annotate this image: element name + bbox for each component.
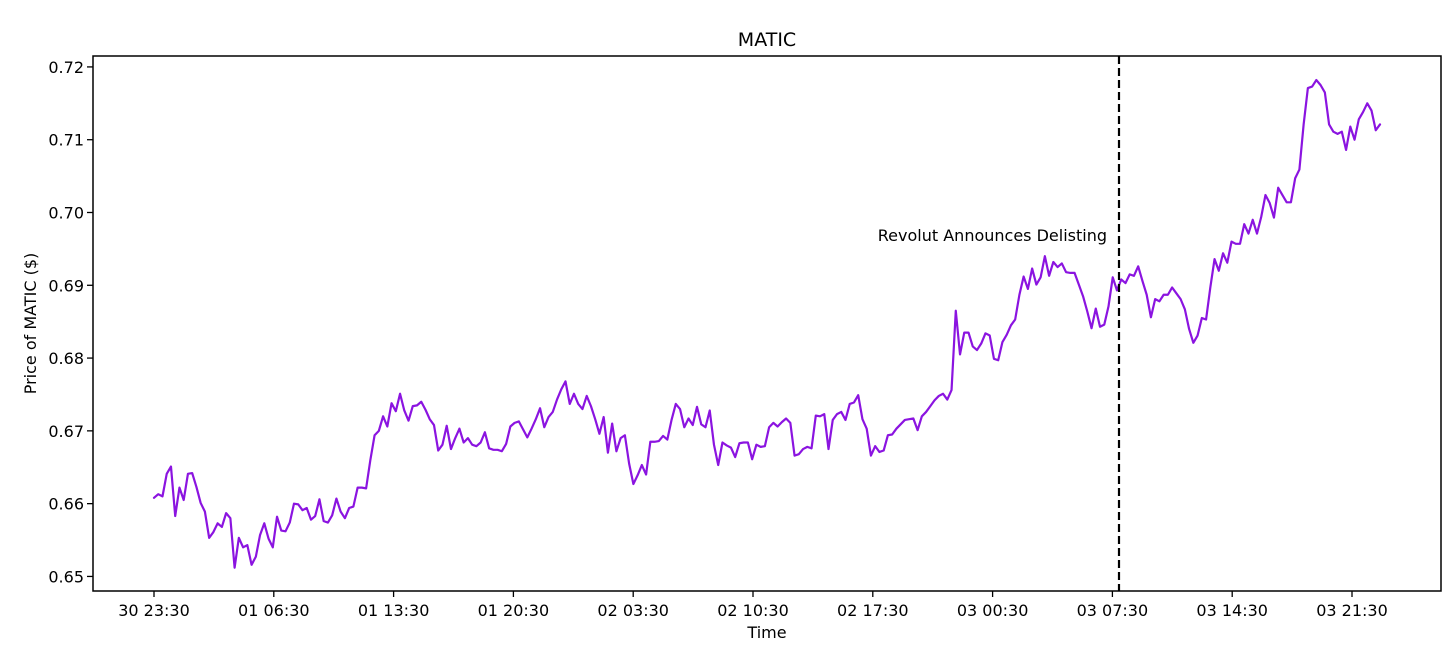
x-tick-label: 02 10:30 — [717, 601, 789, 620]
y-tick-label: 0.72 — [48, 58, 84, 77]
price-series-line — [152, 78, 1382, 569]
y-tick-label: 0.67 — [48, 422, 84, 441]
y-axis-title: Price of MATIC ($) — [21, 253, 40, 395]
y-tick-label: 0.68 — [48, 349, 84, 368]
x-tick-label: 01 06:30 — [238, 601, 310, 620]
x-tick-label: 03 21:30 — [1316, 601, 1388, 620]
x-tick-label: 01 13:30 — [358, 601, 430, 620]
x-axis-title: Time — [746, 623, 786, 642]
x-tick-label: 03 00:30 — [957, 601, 1029, 620]
y-tick-label: 0.71 — [48, 131, 84, 150]
plot-area-frame — [92, 55, 1442, 592]
y-tick-label: 0.70 — [48, 203, 84, 222]
y-axis-ticks: 0.65 0.66 0.67 0.68 0.69 0.70 0.71 0.72 — [48, 58, 93, 586]
x-tick-label: 03 07:30 — [1077, 601, 1149, 620]
y-tick-label: 0.69 — [48, 276, 84, 295]
x-axis-ticks: 30 23:30 01 06:30 01 13:30 01 20:30 02 03:30… — [118, 591, 1388, 620]
x-tick-label: 30 23:30 — [118, 601, 190, 620]
delisting-annotation: Revolut Announces Delisting — [878, 226, 1107, 245]
x-tick-label: 02 03:30 — [597, 601, 669, 620]
x-tick-label: 03 14:30 — [1196, 601, 1268, 620]
y-tick-label: 0.65 — [48, 567, 84, 586]
x-tick-label: 02 17:30 — [837, 601, 909, 620]
x-tick-label: 01 20:30 — [478, 601, 550, 620]
chart-title: MATIC — [738, 29, 796, 51]
y-tick-label: 0.66 — [48, 495, 84, 514]
